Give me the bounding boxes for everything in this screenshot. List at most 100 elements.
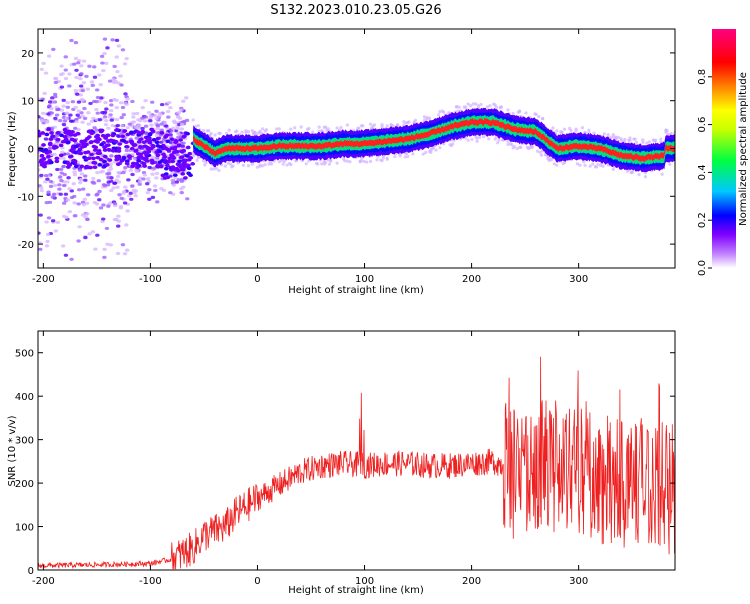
spectrogram-blob [63,55,68,59]
spectrogram-halo [466,138,470,142]
spectrogram-blob [55,107,60,112]
spectrogram-blob [88,101,93,106]
spectrogram-blob [41,143,46,147]
spectrogram-blob [91,116,96,120]
spectrogram-blob [44,120,50,124]
spectrogram-blob [120,48,126,52]
spectrogram-blob [72,138,78,143]
spectrogram-halo [643,175,648,179]
spectrogram-blob [87,232,92,236]
spectrogram-blob [109,118,114,122]
spectrogram-blob [166,115,171,119]
spectrogram-blob [121,156,127,161]
spectrogram-blob [175,131,181,135]
colorbar-label: Normalized spectral amplitude [738,72,749,226]
spectrogram-blob [171,167,177,171]
spectrogram-blob [43,71,49,75]
spectrogram-blob [59,108,65,112]
spectrogram-halo [390,123,394,127]
spectrogram-halo [194,124,198,128]
spectrogram-halo [641,138,645,142]
y-tick-label: 0 [28,566,34,577]
spectrogram-halo [633,137,637,141]
spectrogram-halo [474,102,478,106]
spectrogram-halo [375,158,379,162]
spectrogram-blob [97,163,103,167]
spectrogram-blob [93,247,98,251]
spectrogram-blob [80,120,85,124]
spectrogram-halo [606,133,610,137]
spectrogram-blob [50,195,55,199]
spectrogram-blob [141,170,147,175]
x-tick-label: 200 [462,274,481,285]
spectrogram-blob [154,171,160,176]
spectrogram-blob [60,139,66,144]
spectrogram-blob [152,184,158,188]
spectrogram-blob [144,152,150,156]
spectrogram-blob [55,131,61,135]
spectrogram-halo [499,105,504,109]
spectrogram-halo [258,164,262,168]
spectrogram-halo [455,104,459,109]
spectrogram-blob [121,171,126,175]
spectrogram-halo [611,133,615,137]
spectrogram-halo [244,130,248,134]
spectrogram-blob [67,84,72,88]
spectrogram-blob [44,201,49,205]
spectrogram-halo [506,108,510,112]
spectrogram-blob [95,111,100,115]
spectrogram-blob [61,98,66,102]
x-tick-label: -100 [139,274,162,285]
spectrogram-blob [142,144,148,149]
y-tick-label: 300 [15,436,34,447]
spectrogram-blob [114,55,119,59]
spectrogram-blob [163,166,169,171]
spectrogram-blob [98,129,104,134]
spectrogram-blob [38,150,41,155]
spectrogram-blob [111,77,116,82]
spectrogram-halo [481,135,486,139]
spectrogram-blob [140,116,145,120]
spectrogram-blob [80,141,86,146]
spectrogram-halo [596,162,600,166]
spectrogram-blob [113,139,119,144]
spectrogram-blob [85,193,91,197]
spectrogram-blob [166,159,172,164]
spectrogram-blob [143,99,148,103]
spectrogram-halo [457,105,461,109]
spectrogram-blob [47,200,53,204]
spectrogram-blob [140,106,145,110]
x-tick-label: 200 [462,576,481,587]
spectrogram-blob [148,115,154,119]
spectrogram-blob [173,140,178,145]
y-tick-label: 200 [15,479,34,490]
spectrogram-blob [106,175,111,180]
x-tick-label: 0 [254,274,260,285]
spectrogram-halo [645,141,649,145]
spectrogram-blob [143,131,149,135]
spectrogram-blob [68,113,73,117]
spectrogram-blob [63,192,69,196]
spectrogram-blob [119,115,124,120]
spectrogram-blob [97,189,102,194]
spectrogram-blob [186,171,192,176]
spectrogram-blob [55,167,60,172]
spectrogram-halo [323,161,328,165]
spectrogram-halo [241,163,245,167]
spectrogram-blob [95,136,101,141]
spectrogram-halo [326,127,330,131]
spectrogram-halo [218,131,222,135]
spectrogram-blob [94,100,99,104]
spectrogram-blob [39,173,44,177]
spectrogram-blob [45,232,51,237]
spectrogram-blob [85,150,91,154]
spectrogram-blob [80,89,86,93]
spectrogram-blob [71,182,77,186]
spectrogram-blob [121,113,126,117]
spectrogram-blob [43,180,48,184]
spectrogram-halo [517,110,522,114]
spectrogram-blob [143,115,148,119]
spectrogram-blob [74,75,79,80]
spectrogram-blob [172,173,178,177]
spectrogram-blob [155,127,160,131]
